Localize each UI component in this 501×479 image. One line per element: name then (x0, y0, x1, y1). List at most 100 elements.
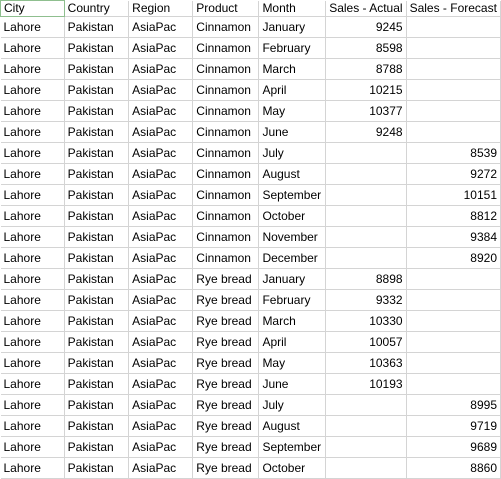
cell-month[interactable]: March (258, 310, 327, 332)
cell-sales-actual[interactable]: 10330 (325, 310, 407, 332)
header-cell-month[interactable]: Month (258, 0, 327, 17)
cell-product[interactable]: Cinnamon (192, 79, 260, 101)
cell-region[interactable]: AsiaPac (128, 331, 194, 353)
cell-city[interactable]: Lahore (0, 457, 65, 479)
cell-region[interactable]: AsiaPac (128, 394, 194, 416)
cell-sales-actual[interactable]: 8898 (325, 268, 407, 290)
cell-country[interactable]: Pakistan (64, 184, 130, 206)
cell-region[interactable]: AsiaPac (128, 58, 194, 80)
cell-region[interactable]: AsiaPac (128, 37, 194, 59)
cell-sales-forecast[interactable] (406, 331, 501, 353)
cell-sales-actual[interactable] (325, 163, 407, 185)
cell-country[interactable]: Pakistan (64, 352, 130, 374)
cell-country[interactable]: Pakistan (64, 415, 130, 437)
cell-region[interactable]: AsiaPac (128, 16, 194, 38)
cell-month[interactable]: July (258, 394, 327, 416)
cell-region[interactable]: AsiaPac (128, 373, 194, 395)
cell-month[interactable]: November (258, 226, 327, 248)
cell-city[interactable]: Lahore (0, 352, 65, 374)
cell-city[interactable]: Lahore (0, 58, 65, 80)
cell-product[interactable]: Cinnamon (192, 58, 260, 80)
cell-city[interactable]: Lahore (0, 436, 65, 458)
cell-city[interactable]: Lahore (0, 289, 65, 311)
cell-product[interactable]: Cinnamon (192, 121, 260, 143)
cell-sales-forecast[interactable] (406, 16, 501, 38)
cell-sales-actual[interactable] (325, 415, 407, 437)
cell-sales-forecast[interactable] (406, 289, 501, 311)
cell-city[interactable]: Lahore (0, 394, 65, 416)
header-cell-country[interactable]: Country (64, 0, 130, 17)
cell-sales-forecast[interactable]: 10151 (406, 184, 501, 206)
cell-country[interactable]: Pakistan (64, 163, 130, 185)
cell-region[interactable]: AsiaPac (128, 100, 194, 122)
cell-sales-actual[interactable]: 10363 (325, 352, 407, 374)
cell-sales-forecast[interactable]: 9719 (406, 415, 501, 437)
cell-product[interactable]: Rye bread (192, 415, 260, 437)
cell-product[interactable]: Rye bread (192, 289, 260, 311)
cell-city[interactable]: Lahore (0, 205, 65, 227)
cell-sales-actual[interactable]: 9248 (325, 121, 407, 143)
cell-sales-forecast[interactable]: 9689 (406, 436, 501, 458)
cell-country[interactable]: Pakistan (64, 100, 130, 122)
cell-sales-forecast[interactable]: 8860 (406, 457, 501, 479)
cell-city[interactable]: Lahore (0, 268, 65, 290)
cell-city[interactable]: Lahore (0, 121, 65, 143)
cell-month[interactable]: February (258, 289, 327, 311)
cell-sales-forecast[interactable] (406, 58, 501, 80)
cell-region[interactable]: AsiaPac (128, 205, 194, 227)
cell-month[interactable]: January (258, 16, 327, 38)
cell-sales-actual[interactable]: 9332 (325, 289, 407, 311)
cell-month[interactable]: May (258, 100, 327, 122)
cell-region[interactable]: AsiaPac (128, 436, 194, 458)
cell-month[interactable]: June (258, 373, 327, 395)
cell-month[interactable]: February (258, 37, 327, 59)
cell-product[interactable]: Rye bread (192, 394, 260, 416)
cell-sales-actual[interactable]: 9245 (325, 16, 407, 38)
cell-city[interactable]: Lahore (0, 247, 65, 269)
cell-region[interactable]: AsiaPac (128, 142, 194, 164)
cell-city[interactable]: Lahore (0, 184, 65, 206)
cell-country[interactable]: Pakistan (64, 16, 130, 38)
cell-country[interactable]: Pakistan (64, 268, 130, 290)
cell-sales-forecast[interactable]: 8539 (406, 142, 501, 164)
cell-country[interactable]: Pakistan (64, 226, 130, 248)
cell-region[interactable]: AsiaPac (128, 184, 194, 206)
cell-region[interactable]: AsiaPac (128, 163, 194, 185)
cell-sales-actual[interactable] (325, 436, 407, 458)
header-cell-sales-forecast[interactable]: Sales - Forecast (406, 0, 501, 17)
cell-product[interactable]: Cinnamon (192, 163, 260, 185)
header-cell-sales-actual[interactable]: Sales - Actual (325, 0, 407, 17)
cell-sales-actual[interactable] (325, 394, 407, 416)
cell-country[interactable]: Pakistan (64, 247, 130, 269)
cell-sales-forecast[interactable]: 9272 (406, 163, 501, 185)
cell-country[interactable]: Pakistan (64, 79, 130, 101)
cell-region[interactable]: AsiaPac (128, 352, 194, 374)
cell-month[interactable]: July (258, 142, 327, 164)
cell-sales-forecast[interactable] (406, 37, 501, 59)
cell-month[interactable]: March (258, 58, 327, 80)
cell-city[interactable]: Lahore (0, 100, 65, 122)
cell-city[interactable]: Lahore (0, 415, 65, 437)
cell-sales-actual[interactable]: 10057 (325, 331, 407, 353)
cell-country[interactable]: Pakistan (64, 58, 130, 80)
cell-sales-forecast[interactable] (406, 79, 501, 101)
cell-city[interactable]: Lahore (0, 331, 65, 353)
cell-product[interactable]: Rye bread (192, 352, 260, 374)
cell-sales-actual[interactable]: 10193 (325, 373, 407, 395)
cell-sales-actual[interactable] (325, 142, 407, 164)
cell-month[interactable]: January (258, 268, 327, 290)
cell-month[interactable]: October (258, 205, 327, 227)
cell-sales-forecast[interactable] (406, 352, 501, 374)
cell-city[interactable]: Lahore (0, 79, 65, 101)
cell-sales-forecast[interactable] (406, 100, 501, 122)
cell-sales-forecast[interactable] (406, 268, 501, 290)
cell-region[interactable]: AsiaPac (128, 226, 194, 248)
cell-product[interactable]: Cinnamon (192, 247, 260, 269)
cell-product[interactable]: Cinnamon (192, 142, 260, 164)
cell-sales-actual[interactable] (325, 184, 407, 206)
cell-city[interactable]: Lahore (0, 163, 65, 185)
cell-country[interactable]: Pakistan (64, 310, 130, 332)
cell-sales-forecast[interactable]: 8995 (406, 394, 501, 416)
cell-month[interactable]: October (258, 457, 327, 479)
cell-sales-actual[interactable] (325, 205, 407, 227)
